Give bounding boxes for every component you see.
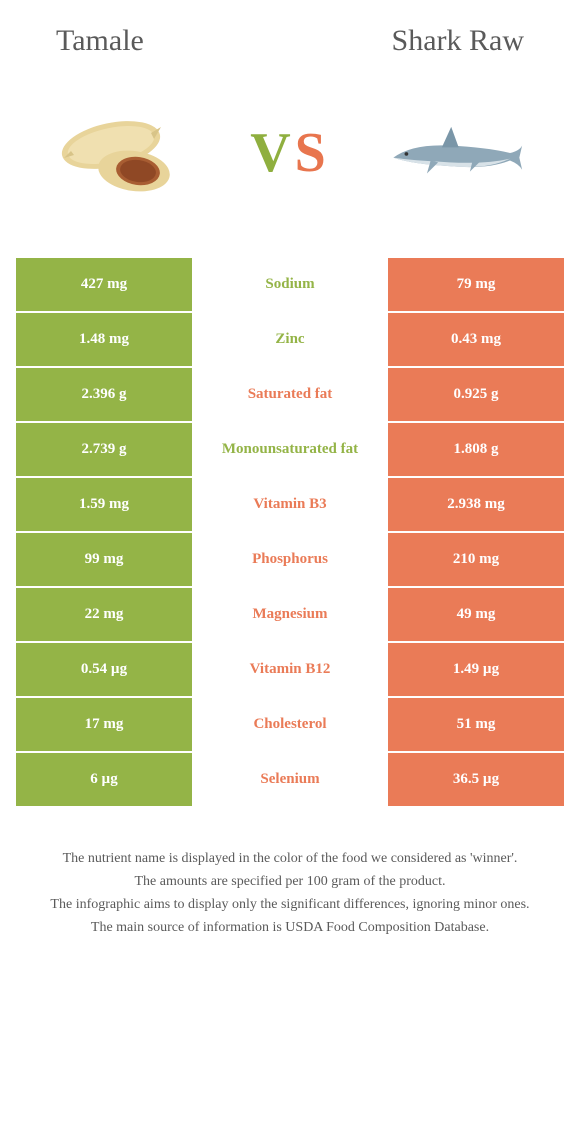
nutrient-label: Selenium — [194, 753, 386, 808]
table-row: 1.59 mgVitamin B32.938 mg — [16, 478, 564, 533]
table-row: 6 µgSelenium36.5 µg — [16, 753, 564, 808]
table-row: 427 mgSodium79 mg — [16, 258, 564, 313]
footnotes: The nutrient name is displayed in the co… — [16, 848, 564, 938]
left-value: 6 µg — [16, 753, 194, 808]
left-value: 99 mg — [16, 533, 194, 588]
table-row: 2.396 gSaturated fat0.925 g — [16, 368, 564, 423]
right-value: 1.49 µg — [386, 643, 564, 698]
right-value: 49 mg — [386, 588, 564, 643]
right-value: 2.938 mg — [386, 478, 564, 533]
tamale-image — [56, 103, 196, 203]
nutrient-label: Phosphorus — [194, 533, 386, 588]
left-value: 2.739 g — [16, 423, 194, 478]
nutrient-label: Magnesium — [194, 588, 386, 643]
vs-v-letter: V — [250, 122, 294, 184]
right-value: 79 mg — [386, 258, 564, 313]
table-row: 22 mgMagnesium49 mg — [16, 588, 564, 643]
nutrient-label: Vitamin B3 — [194, 478, 386, 533]
nutrient-label: Vitamin B12 — [194, 643, 386, 698]
left-value: 1.59 mg — [16, 478, 194, 533]
nutrient-label: Cholesterol — [194, 698, 386, 753]
left-value: 0.54 µg — [16, 643, 194, 698]
right-value: 0.43 mg — [386, 313, 564, 368]
left-value: 427 mg — [16, 258, 194, 313]
shark-image — [384, 103, 524, 203]
right-food-title: Shark Raw — [392, 24, 524, 58]
table-row: 17 mgCholesterol51 mg — [16, 698, 564, 753]
nutrient-label: Monounsaturated fat — [194, 423, 386, 478]
table-row: 99 mgPhosphorus210 mg — [16, 533, 564, 588]
table-row: 0.54 µgVitamin B121.49 µg — [16, 643, 564, 698]
left-food-title: Tamale — [56, 24, 144, 58]
footnote-line: The nutrient name is displayed in the co… — [26, 848, 554, 869]
hero-row: VS — [16, 103, 564, 203]
right-value: 0.925 g — [386, 368, 564, 423]
right-value: 36.5 µg — [386, 753, 564, 808]
vs-label: VS — [250, 121, 330, 185]
footnote-line: The infographic aims to display only the… — [26, 894, 554, 915]
nutrient-label: Saturated fat — [194, 368, 386, 423]
title-row: Tamale Shark Raw — [16, 24, 564, 58]
left-value: 22 mg — [16, 588, 194, 643]
footnote-line: The main source of information is USDA F… — [26, 917, 554, 938]
table-row: 1.48 mgZinc0.43 mg — [16, 313, 564, 368]
nutrient-table: 427 mgSodium79 mg1.48 mgZinc0.43 mg2.396… — [16, 258, 564, 808]
left-value: 2.396 g — [16, 368, 194, 423]
right-value: 51 mg — [386, 698, 564, 753]
nutrient-label: Sodium — [194, 258, 386, 313]
left-value: 17 mg — [16, 698, 194, 753]
table-row: 2.739 gMonounsaturated fat1.808 g — [16, 423, 564, 478]
right-value: 1.808 g — [386, 423, 564, 478]
nutrient-label: Zinc — [194, 313, 386, 368]
footnote-line: The amounts are specified per 100 gram o… — [26, 871, 554, 892]
left-value: 1.48 mg — [16, 313, 194, 368]
vs-s-letter: S — [295, 122, 330, 184]
right-value: 210 mg — [386, 533, 564, 588]
